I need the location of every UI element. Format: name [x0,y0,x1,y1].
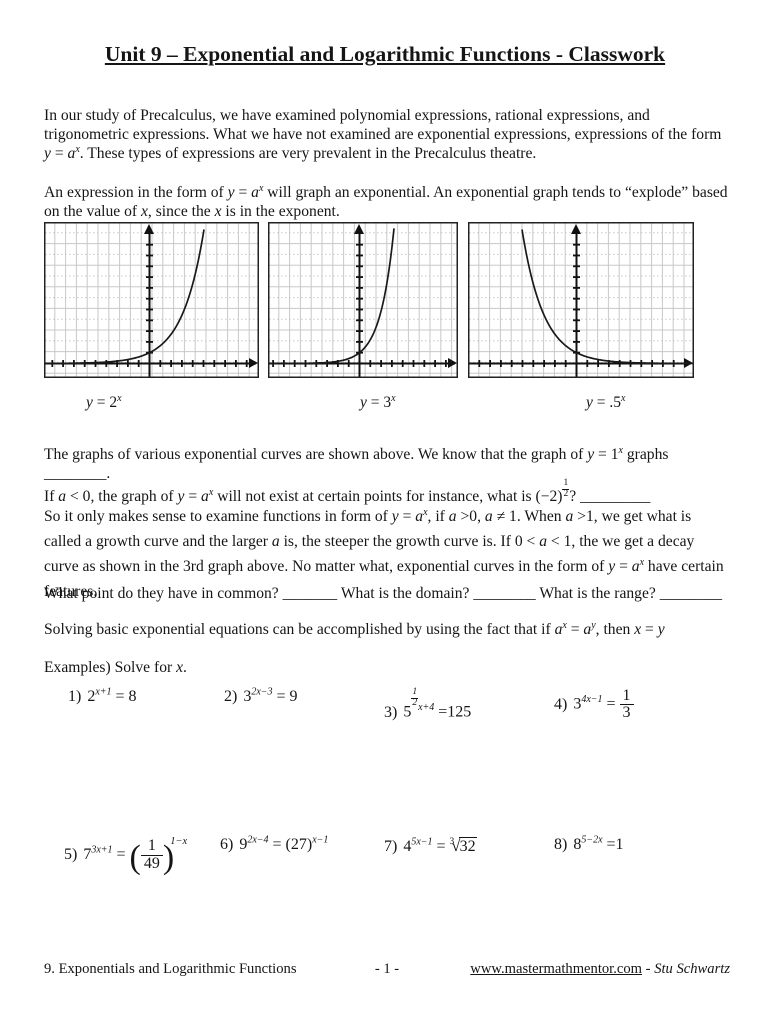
close-paren: ) [162,839,175,876]
cube-root: 3√32 [449,836,477,855]
answer-blank: ________ [44,464,107,482]
problem-6: 6) 92x−4 = (27)x−1 [220,834,329,853]
graph-y-equals-2-to-x [44,222,259,383]
explode-paragraph: An expression in the form of y = ax will… [44,182,728,220]
problem-5: 5) 73x+1 = (1 49)1−x [64,836,188,876]
footer-credit: www.mastermathmentor.com - Stu Schwartz [470,961,730,977]
problem-1: 1) 2x+1 = 8 [68,686,137,705]
problem-3: 3) 5 1 2 x+4 =125 [384,687,472,721]
author-name: Stu Schwartz [654,961,730,977]
problem-8: 8) 85−2x =1 [554,834,624,853]
growth-decay-paragraph: So it only makes sense to examine functi… [44,506,724,601]
mastermathmentor-link[interactable]: www.mastermathmentor.com [470,961,643,977]
open-paren: ( [129,839,141,876]
graph-captions: y = 2x y = 3x y = .5x [44,392,730,414]
caption-y-3-x: y = 3x [360,392,396,411]
page-number: - 1 - [374,961,400,977]
negative-base-line: If a < 0, the graph of y = ax will not e… [44,477,651,505]
graph-y-equals-05-to-x [467,222,694,383]
examples-heading: Examples) Solve for x. [44,658,187,676]
solving-fact-line: Solving basic exponential equations can … [44,619,665,638]
footer-section-title: 9. Exponentials and Logarithmic Function… [44,961,297,977]
problem-2: 2) 32x−3 = 9 [224,686,298,705]
problem-7: 7) 45x−1 = 3√32 [384,836,477,855]
answer-blank: _______ [282,584,338,602]
intro-paragraph: In our study of Precalculus, we have exa… [44,106,722,162]
common-point-questions: What point do they have in common? _____… [44,584,723,602]
caption-y-2-x: y = 2x [86,392,122,411]
answer-blank: ________ [473,584,536,602]
graph-panel [44,222,730,378]
radical-icon: √ [451,836,461,855]
graphs-above-line: The graphs of various exponential curves… [44,444,669,482]
answer-blank: _________ [580,487,651,505]
caption-y-05-x: y = .5x [586,392,626,411]
page-title: Unit 9 – Exponential and Logarithmic Fun… [104,42,666,66]
answer-blank: ________ [659,584,723,602]
graph-y-equals-3-to-x [268,222,458,383]
